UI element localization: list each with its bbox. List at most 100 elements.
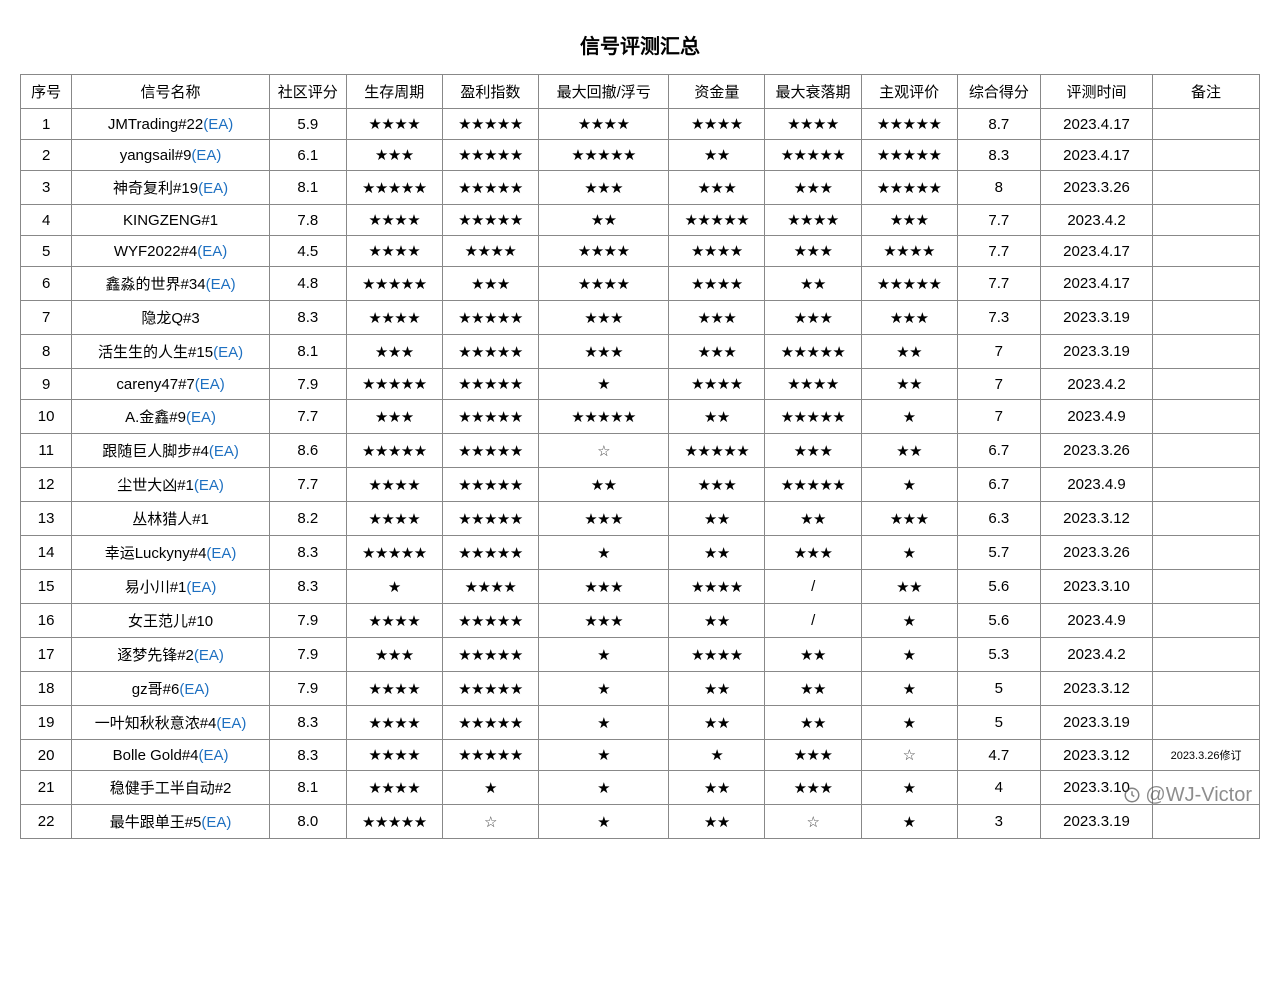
th-rate: 社区评分 <box>269 75 346 109</box>
signal-table: 序号 信号名称 社区评分 生存周期 盈利指数 最大回撤/浮亏 资金量 最大衰落期… <box>20 74 1260 839</box>
cell-score: 7 <box>957 369 1040 400</box>
cell-rating: 8.0 <box>269 805 346 839</box>
table-row: 1JMTrading#22(EA)5.9★★★★★★★★★★★★★★★★★★★★… <box>21 109 1260 140</box>
cell-date: 2023.3.12 <box>1040 502 1152 536</box>
cell-idx: 2 <box>21 140 72 171</box>
cell-profit: ★★★★★ <box>442 205 538 236</box>
cell-capital: ★★ <box>669 672 765 706</box>
cell-survival: ★★★★ <box>346 604 442 638</box>
cell-survival: ★★★★★ <box>346 171 442 205</box>
cell-score: 5.3 <box>957 638 1040 672</box>
cell-subjective: ★★★★★ <box>861 109 957 140</box>
cell-score: 5 <box>957 672 1040 706</box>
cell-name: 逐梦先锋#2(EA) <box>72 638 270 672</box>
cell-score: 7.7 <box>957 205 1040 236</box>
th-c1: 生存周期 <box>346 75 442 109</box>
cell-survival: ★★★★ <box>346 236 442 267</box>
cell-score: 7.7 <box>957 267 1040 301</box>
cell-decline: ★★★ <box>765 171 861 205</box>
cell-name: 丛林猎人#1 <box>72 502 270 536</box>
cell-score: 6.7 <box>957 468 1040 502</box>
cell-name: 鑫淼的世界#34(EA) <box>72 267 270 301</box>
cell-subjective: ★ <box>861 805 957 839</box>
cell-name: 活生生的人生#15(EA) <box>72 335 270 369</box>
cell-decline: ★★★ <box>765 236 861 267</box>
page-title: 信号评测汇总 <box>20 30 1260 59</box>
cell-score: 7 <box>957 335 1040 369</box>
cell-name: 女王范儿#10 <box>72 604 270 638</box>
cell-idx: 14 <box>21 536 72 570</box>
cell-decline: ★★★★★ <box>765 468 861 502</box>
cell-score: 7 <box>957 400 1040 434</box>
cell-date: 2023.4.2 <box>1040 638 1152 672</box>
cell-note <box>1153 638 1260 672</box>
cell-profit: ★★★★ <box>442 570 538 604</box>
cell-survival: ★★★★★ <box>346 267 442 301</box>
cell-name: 神奇复利#19(EA) <box>72 171 270 205</box>
table-row: 10A.金鑫#9(EA)7.7★★★★★★★★★★★★★★★★★★★★★7202… <box>21 400 1260 434</box>
cell-name: 跟随巨人脚步#4(EA) <box>72 434 270 468</box>
table-header-row: 序号 信号名称 社区评分 生存周期 盈利指数 最大回撤/浮亏 资金量 最大衰落期… <box>21 75 1260 109</box>
cell-capital: ★★ <box>669 604 765 638</box>
cell-profit: ★★★★ <box>442 236 538 267</box>
cell-rating: 5.9 <box>269 109 346 140</box>
cell-name: Bolle Gold#4(EA) <box>72 740 270 771</box>
cell-date: 2023.4.17 <box>1040 267 1152 301</box>
cell-decline: ★★ <box>765 267 861 301</box>
cell-subjective: ★★★★★ <box>861 267 957 301</box>
cell-note <box>1153 604 1260 638</box>
cell-subjective: ★★ <box>861 335 957 369</box>
cell-profit: ☆ <box>442 805 538 839</box>
cell-score: 8.3 <box>957 140 1040 171</box>
cell-subjective: ★★★★★ <box>861 140 957 171</box>
cell-rating: 7.7 <box>269 400 346 434</box>
cell-score: 7.7 <box>957 236 1040 267</box>
cell-profit: ★★★ <box>442 267 538 301</box>
cell-drawdown: ★★★ <box>539 335 669 369</box>
cell-date: 2023.3.10 <box>1040 771 1152 805</box>
cell-decline: ★★★★ <box>765 369 861 400</box>
cell-idx: 8 <box>21 335 72 369</box>
cell-name: 一叶知秋秋意浓#4(EA) <box>72 706 270 740</box>
table-row: 13丛林猎人#18.2★★★★★★★★★★★★★★★★★★★6.32023.3.… <box>21 502 1260 536</box>
th-date: 评测时间 <box>1040 75 1152 109</box>
cell-decline: ★★ <box>765 706 861 740</box>
cell-date: 2023.3.26 <box>1040 434 1152 468</box>
cell-capital: ★★★★ <box>669 638 765 672</box>
cell-name: WYF2022#4(EA) <box>72 236 270 267</box>
table-row: 15易小川#1(EA)8.3★★★★★★★★★★★★/★★5.62023.3.1… <box>21 570 1260 604</box>
cell-note <box>1153 400 1260 434</box>
cell-capital: ★ <box>669 740 765 771</box>
cell-capital: ★★ <box>669 140 765 171</box>
cell-subjective: ★ <box>861 536 957 570</box>
cell-date: 2023.4.2 <box>1040 205 1152 236</box>
cell-capital: ★★★ <box>669 171 765 205</box>
cell-capital: ★★★ <box>669 301 765 335</box>
cell-survival: ★★★★ <box>346 109 442 140</box>
cell-drawdown: ★ <box>539 805 669 839</box>
cell-name: gz哥#6(EA) <box>72 672 270 706</box>
cell-date: 2023.3.12 <box>1040 672 1152 706</box>
cell-drawdown: ☆ <box>539 434 669 468</box>
table-row: 22最牛跟单王#5(EA)8.0★★★★★☆★★★☆★32023.3.19 <box>21 805 1260 839</box>
cell-subjective: ★★★★★ <box>861 171 957 205</box>
cell-drawdown: ★★★ <box>539 502 669 536</box>
cell-survival: ★ <box>346 570 442 604</box>
cell-profit: ★★★★★ <box>442 301 538 335</box>
cell-date: 2023.3.10 <box>1040 570 1152 604</box>
cell-rating: 8.1 <box>269 771 346 805</box>
cell-profit: ★★★★★ <box>442 369 538 400</box>
cell-subjective: ★ <box>861 771 957 805</box>
table-row: 4KINGZENG#17.8★★★★★★★★★★★★★★★★★★★★★★★7.7… <box>21 205 1260 236</box>
cell-drawdown: ★ <box>539 740 669 771</box>
cell-capital: ★★ <box>669 400 765 434</box>
cell-name: KINGZENG#1 <box>72 205 270 236</box>
cell-name: careny47#7(EA) <box>72 369 270 400</box>
cell-survival: ★★★★ <box>346 740 442 771</box>
cell-subjective: ★★ <box>861 434 957 468</box>
th-c5: 最大衰落期 <box>765 75 861 109</box>
cell-score: 5.6 <box>957 570 1040 604</box>
cell-drawdown: ★ <box>539 638 669 672</box>
cell-rating: 7.9 <box>269 672 346 706</box>
cell-idx: 6 <box>21 267 72 301</box>
